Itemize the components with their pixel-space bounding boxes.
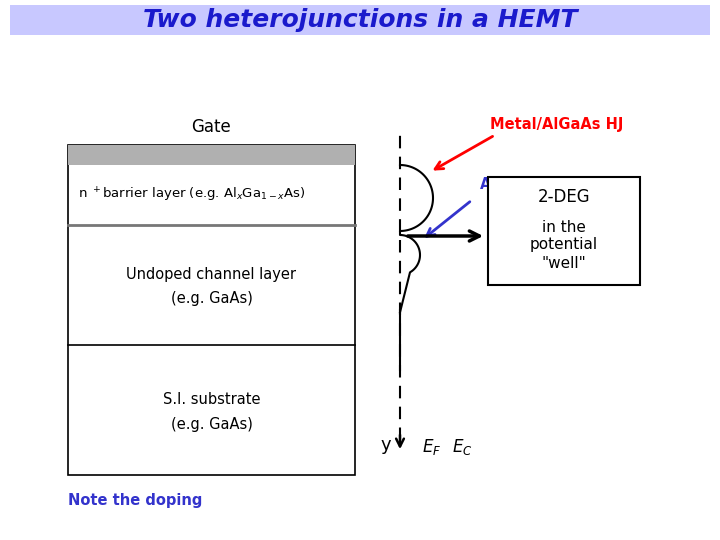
Text: S.I. substrate: S.I. substrate bbox=[163, 393, 260, 408]
Text: "well": "well" bbox=[541, 255, 586, 271]
Bar bbox=[10, 5, 710, 35]
Text: y: y bbox=[381, 436, 391, 454]
Text: 2-DEG: 2-DEG bbox=[538, 188, 590, 206]
Text: AlGaAs/GaAs HJ: AlGaAs/GaAs HJ bbox=[480, 178, 609, 192]
Text: (e.g. GaAs): (e.g. GaAs) bbox=[171, 292, 253, 307]
Text: n $^+$barrier layer (e.g. Al$_x$Ga$_{1-x}$As): n $^+$barrier layer (e.g. Al$_x$Ga$_{1-x… bbox=[78, 186, 305, 204]
Text: $E_C$: $E_C$ bbox=[452, 437, 472, 457]
Text: $E_F$: $E_F$ bbox=[422, 437, 441, 457]
Text: (e.g. GaAs): (e.g. GaAs) bbox=[171, 416, 253, 431]
Text: Undoped channel layer: Undoped channel layer bbox=[127, 267, 297, 282]
Text: Metal/AlGaAs HJ: Metal/AlGaAs HJ bbox=[490, 118, 624, 132]
Text: Note the doping: Note the doping bbox=[68, 492, 202, 508]
Text: Two heterojunctions in a HEMT: Two heterojunctions in a HEMT bbox=[143, 8, 577, 32]
Text: Gate: Gate bbox=[192, 118, 231, 136]
Text: potential: potential bbox=[530, 238, 598, 253]
Bar bbox=[488, 177, 640, 285]
Bar bbox=[68, 145, 355, 165]
Bar bbox=[68, 145, 355, 475]
Text: in the: in the bbox=[542, 219, 586, 234]
